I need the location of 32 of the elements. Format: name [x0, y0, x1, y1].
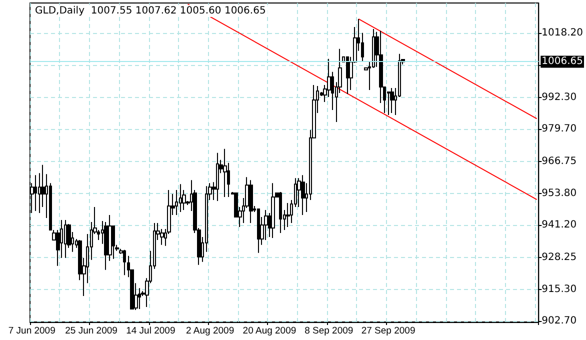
y-tick-label: 992.30	[542, 92, 577, 104]
candlestick	[271, 182, 275, 238]
x-tick-label: 8 Sep 2009	[304, 326, 354, 336]
candlestick	[64, 219, 67, 258]
candlestick	[301, 174, 305, 216]
x-tick-label: 25 Jun 2009	[65, 326, 118, 336]
x-tick-label: 27 Sep 2009	[361, 326, 416, 336]
x-tick-label: 7 Jun 2009	[8, 326, 56, 336]
x-tick-label: 2 Aug 2009	[186, 326, 234, 336]
candlestick	[216, 152, 219, 202]
y-tick-label: 966.75	[542, 156, 577, 167]
candlestick	[34, 174, 37, 212]
candlestick	[257, 208, 260, 254]
y-tick-label: 928.25	[542, 252, 577, 263]
candlestick	[179, 184, 182, 213]
y-tick-label: 953.80	[542, 188, 577, 200]
chart-title: GLD,Daily 1007.55 1007.62 1005.60 1006.65	[35, 6, 266, 16]
candlestick	[249, 180, 253, 224]
candlestick	[390, 88, 394, 114]
candlestick	[286, 202, 290, 228]
y-tick-label: 941.20	[542, 219, 577, 230]
x-tick-label: 14 Jul 2009	[126, 326, 176, 336]
candlestick	[346, 56, 349, 95]
y-tick-label: 902.70	[542, 316, 577, 326]
y-tick-label: 915.30	[542, 284, 577, 296]
x-tick-label: 20 Aug 2009	[242, 326, 296, 336]
y-tick-label: 979.70	[542, 123, 577, 134]
y-tick-label: 1018.20	[542, 27, 584, 38]
ref-line-label: 1006.65	[542, 56, 584, 68]
candlestick	[279, 192, 282, 234]
candlestick	[223, 148, 227, 198]
candlestick	[123, 249, 126, 276]
